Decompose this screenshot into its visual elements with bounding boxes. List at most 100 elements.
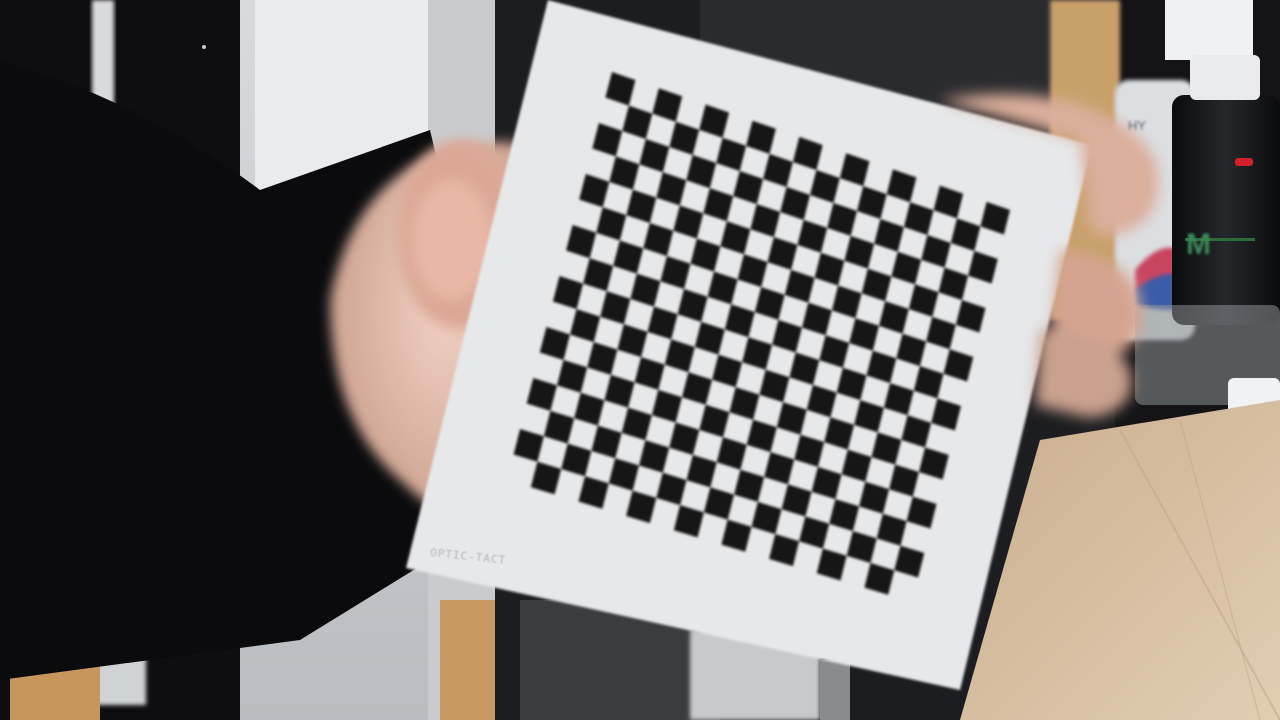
checker-square xyxy=(754,287,785,320)
checker-square xyxy=(694,321,725,355)
checker-square xyxy=(746,120,776,154)
checker-square xyxy=(797,220,828,253)
checker-square xyxy=(811,466,842,500)
checker-square xyxy=(751,501,782,535)
black-bottle xyxy=(1172,95,1280,325)
checker-square xyxy=(901,415,932,448)
checker-square xyxy=(651,389,682,423)
checker-square xyxy=(669,121,700,155)
checker-square xyxy=(874,219,904,252)
checker-square xyxy=(513,429,544,462)
checker-square xyxy=(699,404,730,438)
checker-square xyxy=(639,139,670,173)
checker-square xyxy=(769,534,800,567)
checker-square xyxy=(849,318,879,351)
checker-square xyxy=(686,455,717,488)
checker-square xyxy=(908,284,939,317)
checker-square xyxy=(857,186,887,219)
checker-square xyxy=(980,201,1010,235)
checker-square xyxy=(579,174,610,208)
checker-square xyxy=(968,251,998,284)
checker-square xyxy=(734,469,765,502)
checker-square xyxy=(609,156,640,190)
checker-square xyxy=(742,337,773,370)
checker-square xyxy=(570,309,601,343)
checker-square xyxy=(799,516,830,549)
checker-square xyxy=(656,472,687,506)
finger-index xyxy=(940,94,1159,236)
finger-middle xyxy=(1050,250,1142,360)
checker-square xyxy=(608,458,639,491)
checker-square xyxy=(839,153,870,187)
checker-square xyxy=(583,258,614,292)
checker-square xyxy=(921,235,951,268)
checker-square xyxy=(566,225,597,259)
desk-surface xyxy=(960,400,1280,720)
checker-square xyxy=(763,153,793,187)
bottle-brand-text: HY xyxy=(1128,118,1147,133)
checker-square xyxy=(879,301,909,334)
checker-square xyxy=(669,422,700,455)
checker-square xyxy=(634,357,665,390)
checker-square xyxy=(780,187,810,220)
checker-square xyxy=(933,185,964,219)
checker-square xyxy=(690,238,721,272)
checker-square xyxy=(699,104,730,138)
checker-square xyxy=(891,251,922,285)
checker-square xyxy=(816,548,847,581)
checker-square xyxy=(810,170,840,203)
checker-square xyxy=(729,387,760,420)
checker-square xyxy=(578,476,609,509)
checker-square xyxy=(938,267,969,301)
checker-square xyxy=(703,188,734,222)
checker-square xyxy=(591,425,622,459)
checker-square xyxy=(677,289,708,322)
checker-square xyxy=(824,417,855,450)
checker-square xyxy=(707,271,738,305)
checker-square xyxy=(673,505,704,538)
checker-square xyxy=(913,366,944,399)
checker-square xyxy=(894,545,925,578)
checker-square xyxy=(647,306,678,340)
checker-square xyxy=(846,531,877,563)
checker-square xyxy=(592,123,623,157)
checker-square xyxy=(841,449,872,482)
checker-square xyxy=(864,563,895,595)
checker-square xyxy=(903,202,934,235)
checker-square xyxy=(604,374,635,408)
checker-square xyxy=(630,273,661,307)
checker-square xyxy=(926,316,956,350)
checker-square xyxy=(712,354,743,388)
checker-square xyxy=(643,223,674,257)
checker-square xyxy=(950,218,981,251)
checker-square xyxy=(716,437,747,470)
checker-square xyxy=(806,385,837,418)
checker-square xyxy=(767,237,798,270)
checker-square xyxy=(733,171,764,205)
checker-square xyxy=(656,172,687,206)
checker-square xyxy=(543,410,575,444)
checker-square xyxy=(854,400,884,433)
checker-square xyxy=(526,378,557,411)
checker-square xyxy=(721,519,752,552)
checker-square xyxy=(772,319,802,353)
checker-square xyxy=(859,481,890,514)
finger-ring xyxy=(1035,330,1132,418)
checker-square xyxy=(943,349,974,382)
checker-square xyxy=(931,398,961,431)
checker-square xyxy=(781,484,812,517)
checker-square xyxy=(652,88,683,122)
checker-square xyxy=(746,419,777,453)
checker-square xyxy=(844,235,875,269)
checker-square xyxy=(574,392,605,426)
checker-square xyxy=(955,300,986,333)
checker-square xyxy=(621,407,652,441)
checker-square xyxy=(530,461,562,495)
checker-square xyxy=(686,155,717,189)
checker-square xyxy=(776,402,807,435)
checker-square xyxy=(784,269,815,303)
checker-square xyxy=(724,304,755,338)
